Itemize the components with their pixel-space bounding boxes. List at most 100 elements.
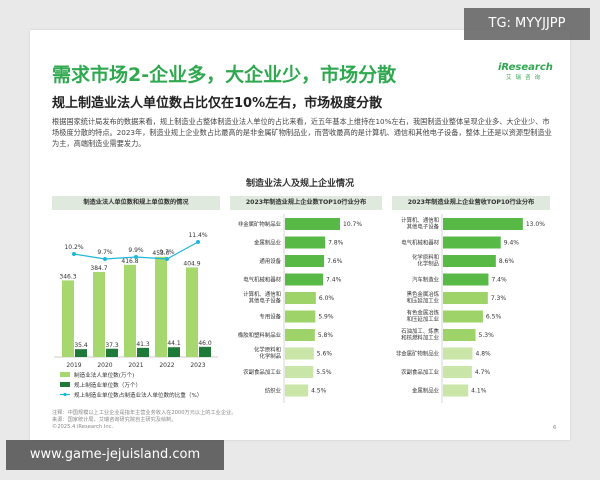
chart2-category-label: 通用设备 <box>259 257 281 265</box>
chart2-value-label: 5.9% <box>318 314 334 321</box>
chart1-label-above: 41.3 <box>136 341 150 348</box>
chart2-value-label: 7.4% <box>326 277 342 284</box>
footnote-source: 来源：国家统计局，艾瑞咨询研究院自主研究及绘制。 <box>52 417 177 423</box>
chart2-value-label: 7.8% <box>328 240 344 247</box>
chart3-bar <box>443 329 476 341</box>
chart1-legend-dot-ratio <box>63 392 67 397</box>
chart1-label-above: 35.4 <box>74 342 88 349</box>
chart3-value-label: 6.5% <box>486 314 502 321</box>
body-paragraph: 根据国家统计局发布的数据来看，规上制造业占整体制造业法人单位的占比来看，近五年基… <box>52 117 552 148</box>
chart3-bar <box>443 273 489 286</box>
chart3-bar <box>443 218 523 230</box>
chart3-title: 2023年制造业规上企业营收TOP10行业分布 <box>392 196 550 210</box>
chart1-label-legal: 404.9 <box>183 260 200 267</box>
chart1-label-above: 46.0 <box>198 340 212 347</box>
chart3-value-label: 9.4% <box>504 240 520 247</box>
chart3-bar <box>443 366 472 378</box>
chart3-category-label: 化学原料和化学制品 <box>412 253 439 268</box>
chart1-legend-ratio: 规上制造业单位数占制造业法人单位数的比重（%） <box>74 391 202 399</box>
chart1-ratio-point <box>72 252 76 256</box>
chart2-category-label: 非金属矿物制品业 <box>238 220 282 228</box>
chart1-ratio-point <box>103 257 107 261</box>
chart3-value-label: 4.1% <box>471 388 487 395</box>
page-subtitle: 规上制造业法人单位数占比仅在10%左右，市场极度分散 <box>52 96 383 111</box>
chart1-legend-swatch-above <box>60 382 70 387</box>
chart2-category-label: 农副食品加工业 <box>243 368 281 376</box>
chart3-value-label: 4.7% <box>475 369 491 376</box>
chart3-value-label: 5.3% <box>479 332 495 339</box>
chart2-bar <box>285 384 309 397</box>
chart1-ratio-point <box>196 240 200 244</box>
chart1-label-legal: 346.3 <box>59 273 76 280</box>
chart1-tick-label: 2022 <box>159 362 174 369</box>
footnote: 注释：中国规模以上工业企业是指年主营业务收入在2000万元以上的工业企业。 来源… <box>52 410 236 431</box>
chart3-category-label: 汽车制造业 <box>412 276 440 284</box>
chart3-value-label: 4.8% <box>475 351 491 358</box>
chart3-bar <box>443 236 501 249</box>
chart1-ratio-point <box>134 255 138 259</box>
chart2-value-label: 6.0% <box>319 295 335 302</box>
chart3-bar <box>443 255 496 267</box>
chart1-legend-swatch-legal <box>60 372 70 377</box>
chart2-bar <box>285 347 314 360</box>
chart1-tick-label: 2019 <box>66 362 81 369</box>
chart1-tick-label: 2021 <box>128 362 143 369</box>
chart1-bar-above <box>137 347 149 357</box>
chart2-value-label: 5.8% <box>318 332 334 339</box>
chart1-svg: 346.3 35.4 2019 384.7 37.3 2020 416.8 41.3 2021 4… <box>54 232 218 399</box>
chart3-category-label: 金属制品业 <box>412 387 440 395</box>
chart3-category-label: 电气机械和器材 <box>401 239 439 247</box>
chart3-value-label: 8.6% <box>499 258 515 265</box>
chart2-value-label: 5.6% <box>317 351 333 358</box>
logo-brand: iResearch <box>498 62 553 73</box>
chart2-category-label: 橡胶和塑料制品业 <box>238 331 282 339</box>
chart2-bar <box>285 273 324 286</box>
chart1-tick-label: 2023 <box>190 362 205 369</box>
footnote-note: 注释：中国规模以上工业企业是指年主营业务收入在2000万元以上的工业企业。 <box>52 410 237 416</box>
chart1-bar-above <box>168 347 180 357</box>
chart1-ratio-label: 9.9% <box>128 247 144 254</box>
chart1-ratio-label: 10.2% <box>64 244 83 251</box>
chart2-title: 2023年制造业规上企业数TOP10行业分布 <box>230 196 382 210</box>
page-title: 需求市场2-企业多，大企业少，市场分散 <box>52 64 397 86</box>
chart1-ratio-label: 9.7% <box>97 249 113 256</box>
chart1-ratio-point <box>165 257 169 261</box>
chart2-value-label: 4.5% <box>311 388 327 395</box>
footnote-copyright: ©2025.4 iResearch Inc. <box>52 424 114 430</box>
chart3-category-label: 黑色金属冶炼和压延加工业 <box>407 290 440 305</box>
chart1-bar-legal <box>186 267 198 357</box>
chart2-bar <box>285 218 341 230</box>
chart2-category-label: 化学原料和化学制品 <box>254 346 281 361</box>
chart1-bar-legal <box>93 271 105 357</box>
chart3-value-label: 7.3% <box>491 295 507 302</box>
chart2-category-label: 金属制品业 <box>254 239 282 247</box>
chart2-bar <box>285 329 315 341</box>
chart1-bar-legal <box>62 280 74 357</box>
chart2-category-label: 专用设备 <box>259 313 281 321</box>
chart3-category-label: 非金属矿物制品业 <box>396 350 440 358</box>
chart2-category-label: 纺织业 <box>265 387 282 395</box>
chart1-label-legal: 384.7 <box>90 265 107 272</box>
chart3-value-label: 13.0% <box>526 221 545 228</box>
chart1-tick-label: 2020 <box>97 362 112 369</box>
chart3-category-label: 有色金属冶炼和压延加工业 <box>407 309 440 324</box>
chart2-value-label: 5.5% <box>316 369 332 376</box>
chart1-label-legal: 453.0 <box>152 250 169 257</box>
page-number: 6 <box>553 425 557 431</box>
chart2-bar <box>285 236 326 249</box>
chart3-category-label: 农副食品加工业 <box>401 368 439 376</box>
chart2-bar <box>285 255 325 267</box>
chart2-svg: 非金属矿物制品业 10.7% 金属制品业 7.8% 通用设备 7.6% 电气机械和器材 7.4… <box>238 214 362 403</box>
chart3-bar <box>443 310 483 323</box>
chart2-category-label: 计算机、通信和其他电子设备 <box>243 290 281 305</box>
chart1-label-above: 44.1 <box>167 340 181 347</box>
chart1-bar-legal <box>155 256 167 357</box>
chart3-svg: 计算机、通信和其他电子设备 13.0% 电气机械和器材 9.4% 化学原料和化学制品 8.… <box>396 214 545 403</box>
chart1-legend-above: 规上制造业单位数（万个） <box>74 381 141 389</box>
chart3-bar <box>443 347 473 360</box>
url-overlay: www.game-jejuisland.com <box>6 440 224 470</box>
chart2-value-label: 10.7% <box>343 221 362 228</box>
chart3-bar <box>443 384 469 397</box>
chart2-bar <box>285 366 314 378</box>
chart2-bar <box>285 310 316 323</box>
